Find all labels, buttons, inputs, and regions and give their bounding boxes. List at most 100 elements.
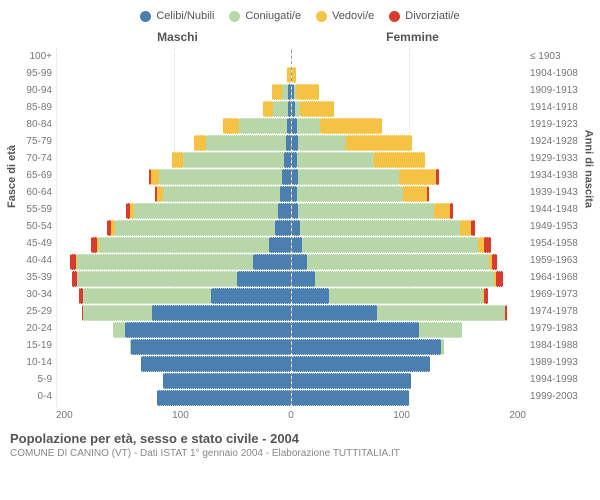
male-bar (56, 152, 291, 166)
legend-swatch (389, 11, 400, 22)
female-bar (291, 67, 527, 81)
pyramid-chart (56, 48, 526, 408)
segment-m (183, 152, 284, 168)
segment-m (159, 169, 282, 185)
female-bar (291, 288, 527, 302)
age-label: 10-14 (10, 354, 52, 371)
segment-c (237, 271, 290, 287)
segment-m (206, 135, 286, 151)
segment-w (374, 152, 425, 168)
legend-swatch (316, 11, 327, 22)
male-bar (56, 220, 291, 234)
chart-subtitle: COMUNE DI CANINO (VT) - Dati ISTAT 1° ge… (10, 448, 590, 459)
pyramid-row (56, 337, 526, 354)
year-label: 1969-1973 (530, 286, 590, 303)
male-bar (56, 373, 291, 387)
pyramid-row (56, 286, 526, 303)
year-label: 1924-1928 (530, 133, 590, 150)
segment-w (403, 186, 426, 202)
male-bar (56, 67, 291, 81)
female-bar (291, 203, 527, 217)
female-bar (291, 254, 527, 268)
segment-w (460, 220, 471, 236)
male-bar (56, 203, 291, 217)
female-bar (291, 169, 527, 183)
segment-w (172, 152, 183, 168)
pyramid-row (56, 354, 526, 371)
year-label: 1909-1913 (530, 82, 590, 99)
male-bar (56, 271, 291, 285)
segment-m (83, 288, 211, 304)
segment-c (275, 220, 291, 236)
female-bar (291, 339, 527, 353)
segment-d (450, 203, 453, 219)
male-bar (56, 356, 291, 370)
segment-c (282, 169, 291, 185)
male-bar (56, 135, 291, 149)
segment-m (441, 339, 444, 355)
x-ticks: 2001000100200 (56, 410, 526, 421)
male-bar (56, 322, 291, 336)
segment-c (292, 305, 377, 321)
pyramid-row (56, 320, 526, 337)
segment-m (315, 271, 494, 287)
age-label: 95-99 (10, 65, 52, 82)
segment-m (302, 237, 478, 253)
segment-w (300, 101, 334, 117)
male-bar (56, 169, 291, 183)
year-label: 1974-1978 (530, 303, 590, 320)
x-tick: 200 (56, 410, 73, 421)
segment-m (300, 220, 460, 236)
legend-label: Coniugati/e (245, 10, 301, 22)
female-bar (291, 271, 527, 285)
segment-c (280, 186, 291, 202)
age-label: 85-89 (10, 99, 52, 116)
age-label: 80-84 (10, 116, 52, 133)
pyramid-row (56, 201, 526, 218)
age-label: 20-24 (10, 320, 52, 337)
male-bar (56, 84, 291, 98)
segment-c (292, 288, 329, 304)
age-label: 30-34 (10, 286, 52, 303)
segment-w (194, 135, 207, 151)
pyramid-row (56, 388, 526, 405)
legend-label: Vedovi/e (332, 10, 374, 22)
segment-c (292, 339, 441, 355)
segment-m (298, 203, 434, 219)
segment-w (346, 135, 412, 151)
female-bar (291, 356, 527, 370)
chart-container: Fasce di età 100+95-9990-9485-8980-8475-… (10, 48, 590, 408)
segment-m (163, 186, 280, 202)
header-male: Maschi (10, 30, 295, 44)
legend-item: Divorziati/e (389, 10, 459, 22)
segment-w (151, 169, 160, 185)
segment-d (436, 169, 438, 185)
segment-m (113, 322, 126, 338)
legend-item: Celibi/Nubili (140, 10, 214, 22)
segment-c (292, 254, 308, 270)
female-bar (291, 390, 527, 404)
male-bar (56, 101, 291, 115)
segment-w (434, 203, 450, 219)
male-bar (56, 305, 291, 319)
segment-d (427, 186, 429, 202)
female-bar (291, 305, 527, 319)
male-bar (56, 118, 291, 132)
segment-c (131, 339, 291, 355)
segment-m (297, 152, 374, 168)
legend-item: Vedovi/e (316, 10, 374, 22)
segment-c (292, 322, 420, 338)
pyramid-row (56, 235, 526, 252)
segment-m (115, 220, 275, 236)
age-label: 25-29 (10, 303, 52, 320)
segment-m (329, 288, 484, 304)
male-bar (56, 186, 291, 200)
segment-m (298, 169, 399, 185)
segment-w (263, 101, 274, 117)
pyramid-row (56, 303, 526, 320)
legend-swatch (140, 11, 151, 22)
age-label: 90-94 (10, 82, 52, 99)
male-bar (56, 237, 291, 251)
segment-c (125, 322, 290, 338)
segment-d (484, 237, 490, 253)
